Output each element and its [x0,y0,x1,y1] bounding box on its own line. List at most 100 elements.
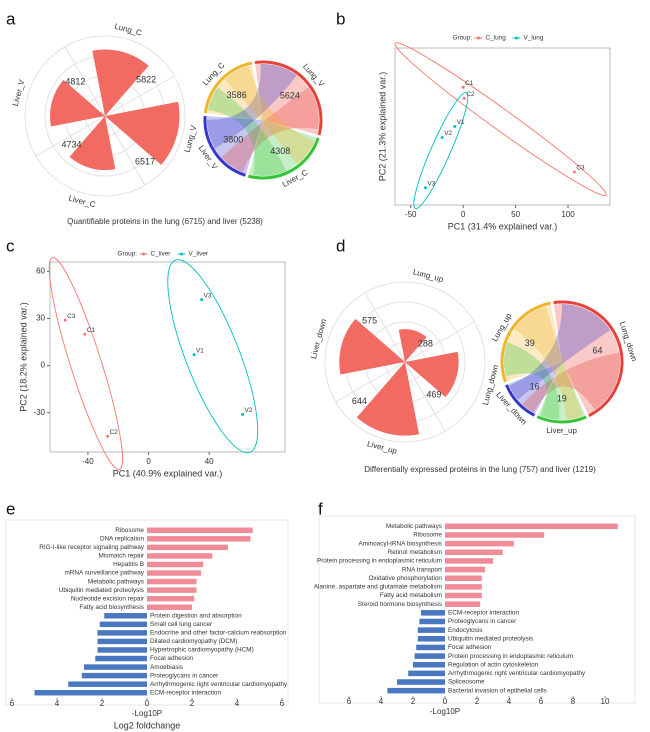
point-label: V1 [196,347,204,354]
x-tick-label: 100 [561,210,575,219]
category-label: Lung_up [412,267,445,284]
value-label: 39 [525,338,535,348]
x-tick-label: 6 [280,699,285,708]
point [462,96,466,100]
category-label: Arrhythmogenic right ventricular cardiom… [448,670,586,677]
grid-spoke [404,321,475,363]
category-label: Ribosome [115,527,144,534]
panel-letter: c [6,236,15,255]
rose-petal [105,101,180,165]
category-label: Hypertrophic cardiomyopathy (HCM) [150,647,254,654]
category-label: Hepatitis B [113,561,144,568]
x-tick-label: 50 [511,210,520,219]
point-label: C2 [466,91,475,98]
bar [147,604,192,610]
bar [445,566,485,573]
point-label: C3 [576,165,585,172]
bar [445,540,514,547]
category-label: Mismatch repair [99,553,145,560]
category-label: Focal adhesion [448,644,492,651]
legend-dot [515,36,518,40]
bar [445,584,482,590]
bar [147,544,228,551]
y-tick-label: -30 [33,408,45,417]
panel-letter: f [318,499,323,518]
bar [419,618,445,625]
bar [147,578,197,585]
point-label: V1 [457,119,465,126]
legend-title: Group: [118,251,138,258]
point [106,434,110,438]
bar [147,536,251,542]
point-label: V2 [245,407,253,414]
category-label: Protein digestion and absorption [150,612,242,619]
bar [68,681,147,687]
x-tick-label: 6 [10,699,15,708]
bar [34,689,147,696]
value-label: 469 [426,390,441,400]
bar [445,549,503,556]
category-label: Endocytosis [448,627,482,634]
category-label: Alanine, aspartate and glutamate metabol… [314,584,442,591]
chord-arc [505,384,536,417]
bar [104,613,147,619]
bar [387,687,445,694]
category-label: Arrhythmogenic right ventricular cardiom… [150,681,288,688]
category-label: Protein processing in endoplasmic reticu… [317,558,442,565]
chord-sector [504,305,562,382]
category-label: Focal adhesion [150,655,194,662]
legend-dot [142,252,145,256]
plot-frame [5,519,289,706]
grid-spoke [104,115,146,186]
plot-frame [49,261,286,453]
legend-label: C_liver [151,251,172,258]
chord-arc [203,61,253,114]
x-tick-label: -50 [405,210,417,219]
grid-spoke [64,46,106,117]
rose-petal [339,318,405,375]
x-tick-label: 2 [190,699,195,708]
point [572,170,576,174]
category-label: Ubiquitin mediated proteolysis [59,587,144,594]
category-label: Metabolic pathways [386,523,442,530]
point-label: C3 [67,313,76,320]
x-tick-label: 8 [571,697,576,706]
x-tick-label: 0 [443,697,448,706]
panel-letter: a [6,9,16,28]
grid-spoke [404,361,446,432]
bar [97,638,147,645]
grid-spoke [104,75,175,117]
ribbon [514,306,583,420]
category-label: Dilated cardiomyopathy (DCM) [150,638,237,645]
x-axis-label: -Log10P [132,709,162,718]
x-axis-label: PC1 (40.9% explained var.) [113,468,223,478]
value-label: 16 [530,382,540,392]
y-tick-label: 60 [36,267,45,276]
bar [421,610,445,616]
bar [147,595,195,602]
point [423,186,427,190]
bar [147,570,201,576]
value-label: 4308 [270,146,290,156]
y-axis-label: PC2 (18.2% explained var.) [18,302,28,412]
point [200,298,204,302]
value-label: 64 [593,345,603,355]
legend-label: V_lung [524,35,544,42]
bar [445,575,482,581]
chord-arc [553,300,624,417]
x-tick-label: 0 [461,210,466,219]
category-label: Liver_up [546,426,577,435]
x-tick-label: 0 [145,699,150,708]
category-label: Bacterial invasion of epithelial cells [448,687,547,694]
point-label: C2 [110,429,119,436]
value-label: 575 [362,316,377,326]
x-tick-label: 10 [601,697,610,706]
rose-petal [356,362,420,436]
category-label: Lung_V [183,124,199,154]
category-label: Spliceosome [448,679,485,686]
point [241,412,245,416]
bar [84,664,147,670]
value-label: 3586 [227,90,247,100]
chord-sector [508,362,562,414]
bar [147,587,197,593]
